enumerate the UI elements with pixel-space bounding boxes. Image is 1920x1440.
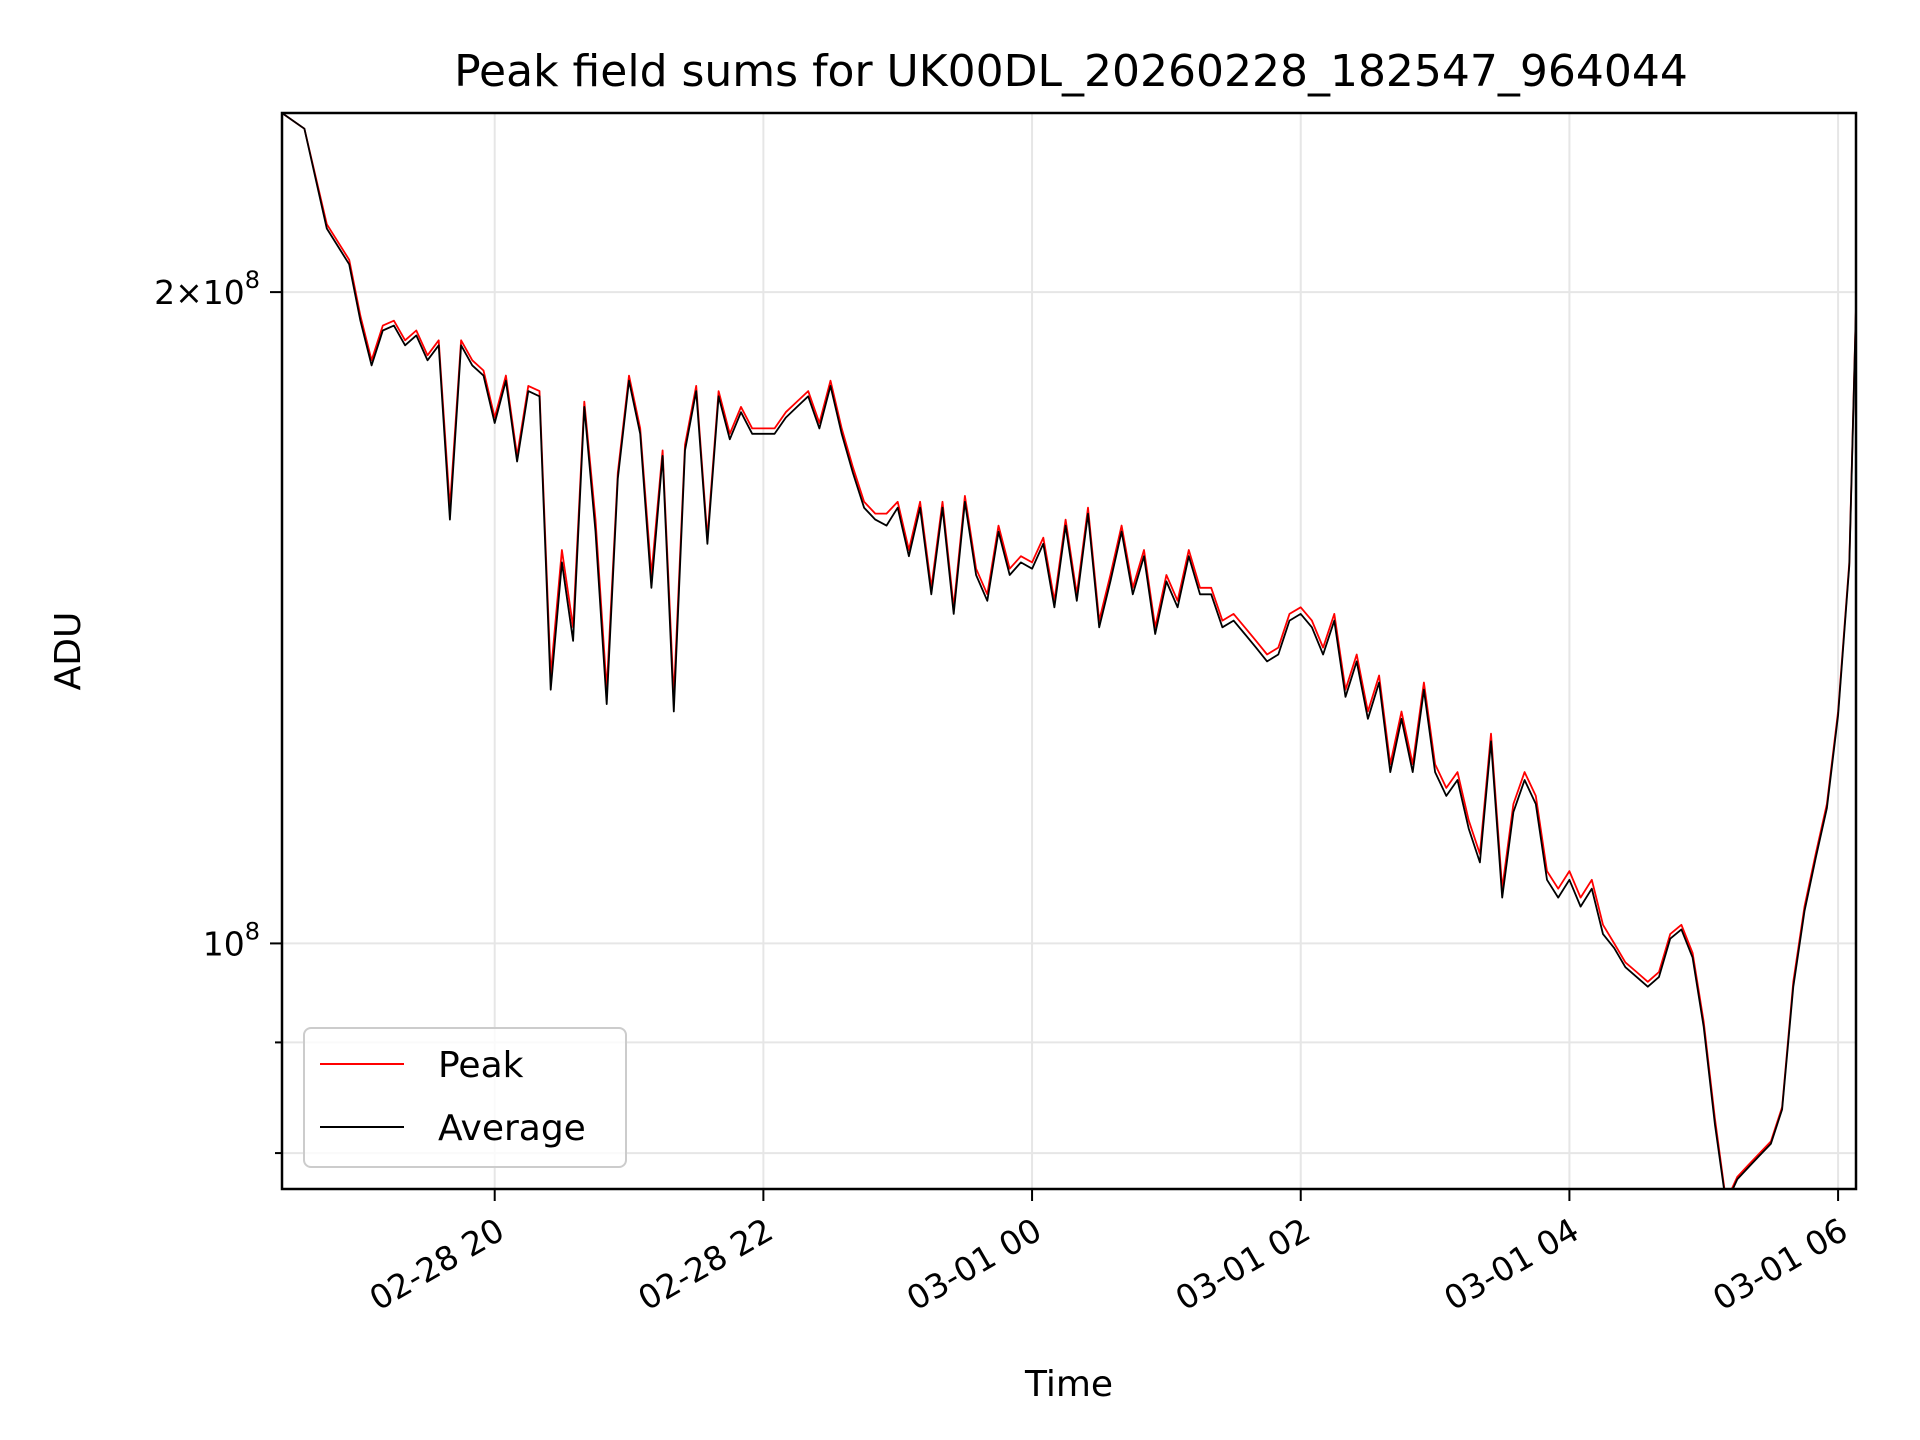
y-tick-label: 2×108 [154,266,260,312]
y-tick-label: 108 [203,917,260,963]
legend-box [303,1027,627,1168]
chart-title: Peak field sums for UK00DL_20260228_1825… [454,46,1688,97]
y-axis: 108 2×108 [154,266,282,1155]
series-line-average [282,113,1856,1189]
series-layer [282,113,1856,1189]
legend-label-average: Average [438,1108,586,1149]
plot-frame [280,111,1858,1191]
grid [282,113,1856,1189]
y-axis-label: ADU [48,612,89,691]
legend: Peak Average [303,1027,627,1168]
legend-label-peak: Peak [438,1045,524,1086]
x-axis-label: Time [1024,1364,1113,1405]
